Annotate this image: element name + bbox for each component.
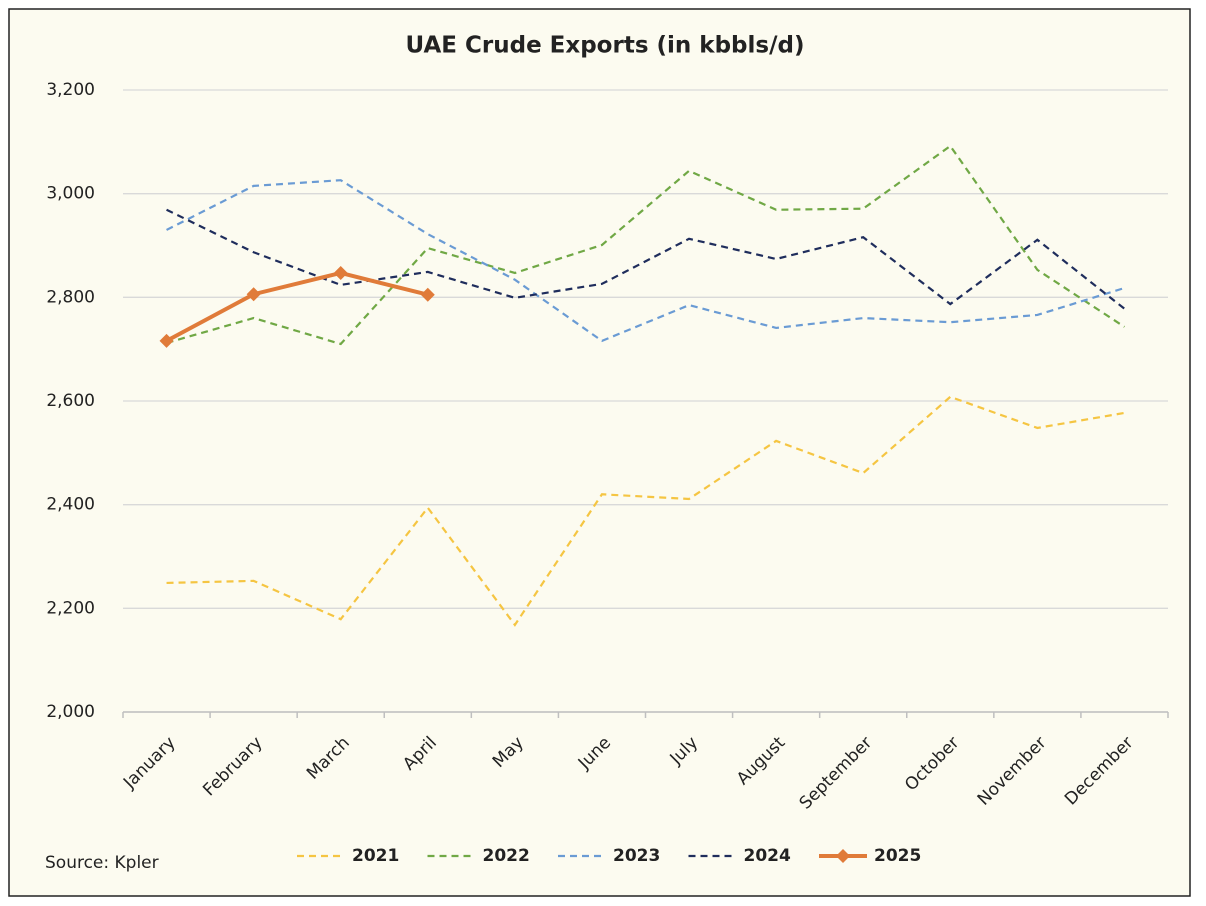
legend-label: 2023 [613, 846, 660, 866]
point-marker [420, 287, 435, 302]
chart-frame [8, 8, 1191, 897]
y-tick-label: 2,800 [46, 287, 95, 307]
series-line [166, 179, 1125, 343]
chart-title: UAE Crude Exports (in kbbls/d) [406, 33, 805, 59]
y-tick-label: 3,000 [46, 184, 95, 204]
source-note: Source: Kpler [45, 853, 159, 873]
y-tick-label: 3,200 [46, 80, 95, 100]
y-tick-label: 2,200 [46, 598, 95, 618]
legend-label: 2022 [483, 846, 530, 866]
y-tick-label: 2,600 [46, 391, 95, 411]
point-marker [333, 265, 348, 280]
point-marker [159, 333, 174, 348]
y-tick-label: 2,000 [46, 702, 95, 722]
series-line [166, 208, 1126, 310]
legend-label: 2024 [744, 846, 791, 866]
legend-label: 2025 [874, 846, 921, 866]
y-tick-label: 2,400 [46, 495, 95, 515]
legend-label: 2021 [352, 846, 399, 866]
series-line [165, 270, 429, 343]
point-marker [246, 287, 261, 302]
legend-marker [836, 849, 850, 863]
